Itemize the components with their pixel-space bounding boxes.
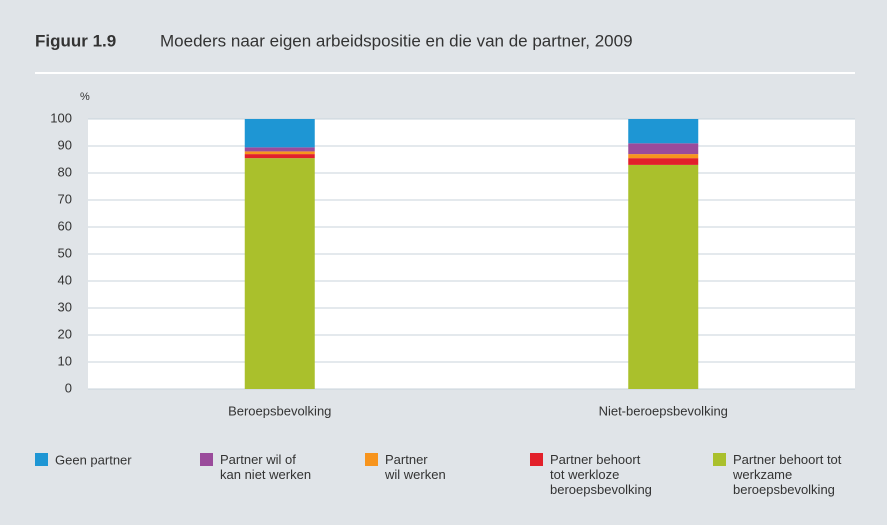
bar-segment: [628, 164, 699, 389]
y-tick-label: 90: [58, 137, 72, 152]
legend-swatch: [200, 453, 213, 466]
y-tick-label: 30: [58, 299, 72, 314]
legend-label: Partner behoort tot werkzame beroepsbevolk…: [732, 452, 842, 497]
y-tick-label: 50: [58, 245, 72, 260]
y-tick-label: 40: [58, 272, 72, 287]
legend-label: Partner behoort tot werkloze beroepsbevolk…: [550, 452, 652, 497]
legend-label: Geen partner: [55, 452, 132, 467]
y-unit: %: [80, 91, 90, 103]
y-tick-label: 10: [58, 353, 72, 368]
legend-swatch: [713, 453, 726, 466]
y-tick-label: 80: [58, 164, 72, 179]
y-tick-label: 70: [58, 191, 72, 206]
legend-label: Partner wil werken: [384, 452, 446, 482]
legend-swatch: [530, 453, 543, 466]
x-tick-label: Niet-beroepsbevolking: [599, 403, 728, 418]
y-tick-label: 0: [65, 380, 72, 395]
legend-swatch: [35, 453, 48, 466]
bar-segment: [628, 143, 699, 155]
bar-segment: [244, 119, 315, 148]
y-tick-label: 20: [58, 326, 72, 341]
y-tick-label: 100: [50, 110, 72, 125]
x-tick-label: Beroepsbevolking: [228, 403, 331, 418]
bar-segment: [244, 158, 315, 389]
y-tick-label: 60: [58, 218, 72, 233]
bar-segment: [628, 158, 699, 165]
figure-label: Figuur 1.9: [35, 31, 116, 50]
bar-segment: [244, 154, 315, 159]
legend-label: Partner wil of kan niet werken: [220, 452, 311, 482]
chart-title: Moeders naar eigen arbeidspositie en die…: [160, 31, 633, 50]
bar-segment: [628, 154, 699, 159]
bar-segment: [244, 151, 315, 155]
bar-segment: [244, 147, 315, 152]
bar-segment: [628, 119, 699, 144]
legend-swatch: [365, 453, 378, 466]
